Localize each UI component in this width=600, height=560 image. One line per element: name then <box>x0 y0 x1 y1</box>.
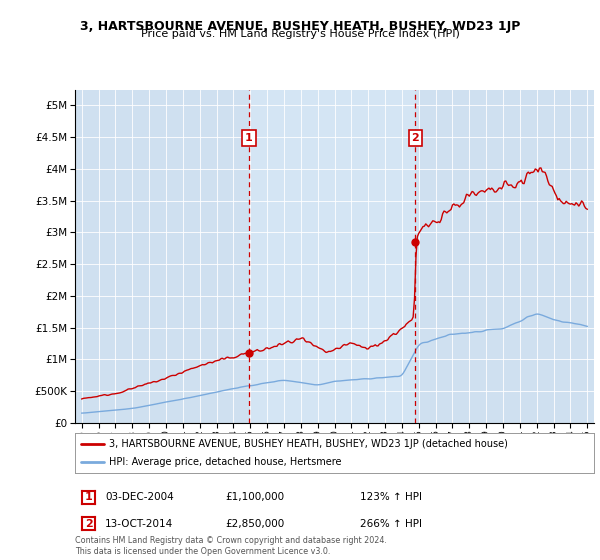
Text: 3, HARTSBOURNE AVENUE, BUSHEY HEATH, BUSHEY, WD23 1JP (detached house): 3, HARTSBOURNE AVENUE, BUSHEY HEATH, BUS… <box>109 439 508 449</box>
Text: 3, HARTSBOURNE AVENUE, BUSHEY HEATH, BUSHEY, WD23 1JP: 3, HARTSBOURNE AVENUE, BUSHEY HEATH, BUS… <box>80 20 520 32</box>
Text: 03-DEC-2004: 03-DEC-2004 <box>105 492 174 502</box>
Text: £1,100,000: £1,100,000 <box>225 492 284 502</box>
Text: £2,850,000: £2,850,000 <box>225 519 284 529</box>
Text: 2: 2 <box>412 133 419 143</box>
Text: 1: 1 <box>85 492 92 502</box>
Text: Contains HM Land Registry data © Crown copyright and database right 2024.
This d: Contains HM Land Registry data © Crown c… <box>75 536 387 556</box>
Text: 123% ↑ HPI: 123% ↑ HPI <box>360 492 422 502</box>
Text: Price paid vs. HM Land Registry's House Price Index (HPI): Price paid vs. HM Land Registry's House … <box>140 29 460 39</box>
Text: 2: 2 <box>85 519 92 529</box>
Bar <box>249 90 415 423</box>
Text: 266% ↑ HPI: 266% ↑ HPI <box>360 519 422 529</box>
Text: HPI: Average price, detached house, Hertsmere: HPI: Average price, detached house, Hert… <box>109 458 341 467</box>
Text: 13-OCT-2014: 13-OCT-2014 <box>105 519 173 529</box>
Text: 1: 1 <box>245 133 253 143</box>
